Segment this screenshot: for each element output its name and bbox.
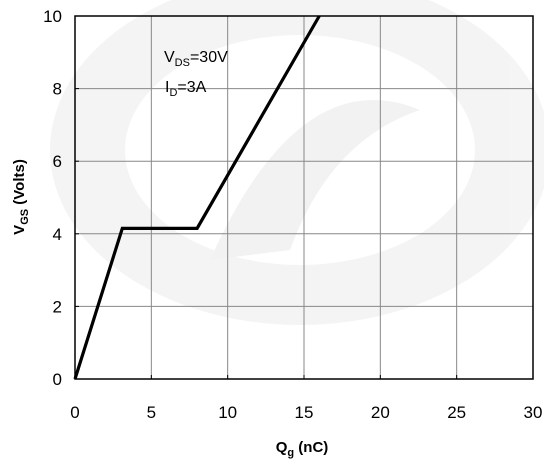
annotation-id-rest: =3A xyxy=(177,79,206,96)
series-layer xyxy=(73,15,321,380)
y-axis-title: VGS (Volts) xyxy=(11,159,31,235)
annotation-id-sub: D xyxy=(169,87,177,99)
x-tick-labels: 0 5 10 15 20 25 30 xyxy=(70,403,542,422)
x-axis-title-rest: (nC) xyxy=(294,439,328,456)
y-axis-title-rest: (Volts) xyxy=(11,159,28,209)
annotation-vds-sub: DS xyxy=(175,57,190,69)
y-tick-label: 10 xyxy=(43,7,62,26)
annotation-vds-main: V xyxy=(164,49,175,66)
annotation-vds-rest: =30V xyxy=(190,49,228,66)
x-tick-label: 15 xyxy=(295,403,314,422)
x-tick-label: 25 xyxy=(447,403,466,422)
x-tick-label: 20 xyxy=(371,403,390,422)
y-tick-label: 2 xyxy=(53,297,62,316)
y-tick-label: 8 xyxy=(53,80,62,99)
x-tick-label: 0 xyxy=(70,403,79,422)
x-tick-label: 10 xyxy=(218,403,237,422)
annotation-vds: VDS=30V xyxy=(164,49,228,69)
x-axis-title: Qg (nC) xyxy=(276,439,329,459)
grid-lines xyxy=(75,16,533,379)
y-axis-title-sub: GS xyxy=(19,209,31,225)
y-tick-label: 0 xyxy=(53,370,62,389)
y-tick-labels: 0 2 4 6 8 10 xyxy=(43,7,62,389)
x-tick-label: 5 xyxy=(147,403,156,422)
x-axis-title-sub: g xyxy=(287,447,294,459)
x-axis-title-main: Q xyxy=(276,439,288,456)
series-line-0 xyxy=(73,15,321,380)
y-axis-title-main: V xyxy=(11,225,28,235)
annotation-id-main: I xyxy=(165,79,169,96)
x-tick-label: 30 xyxy=(524,403,543,422)
y-tick-label: 4 xyxy=(53,225,62,244)
watermark-logo xyxy=(50,0,544,325)
y-tick-label: 6 xyxy=(53,152,62,171)
annotation-id: ID=3A xyxy=(165,79,207,99)
